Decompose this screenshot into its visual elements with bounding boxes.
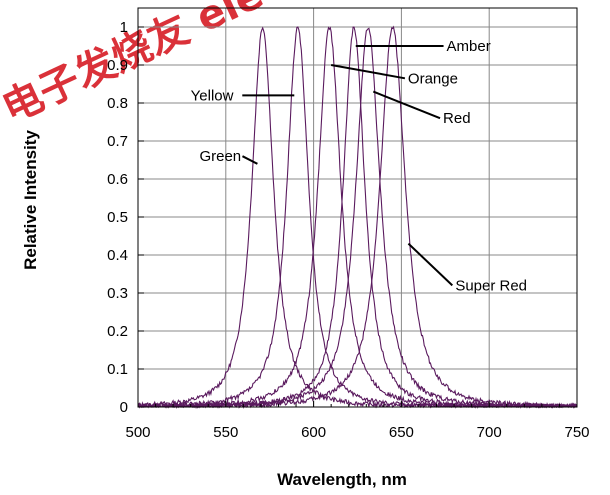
axis-ticks: 500 550 600 650 700 750 0 0.1 0.2 0.3 0.4 0.5 0.6 0.7… <box>107 19 589 441</box>
plot-frame <box>137 7 578 408</box>
y-tick-label: 0.8 <box>107 95 128 112</box>
x-tick-label: 500 <box>125 424 150 441</box>
x-tick-label: 550 <box>213 424 238 441</box>
y-tick-label: 0.1 <box>107 361 128 378</box>
curve-super-red <box>137 25 578 410</box>
y-tick-label: 0.6 <box>107 171 128 188</box>
leader-green <box>242 155 258 165</box>
x-tick-label: 750 <box>564 424 589 441</box>
leader-red <box>372 90 441 120</box>
y-tick-label: 1 <box>120 19 128 36</box>
label-red: Red <box>443 110 471 127</box>
x-tick-label: 650 <box>389 424 414 441</box>
grid <box>137 8 578 408</box>
label-yellow: Yellow <box>191 87 234 104</box>
label-super-red: Super Red <box>455 277 527 294</box>
y-axis-title: Relative Intensity <box>21 130 40 270</box>
y-tick-label: 0.5 <box>107 209 128 226</box>
y-tick-label: 0.2 <box>107 323 128 340</box>
y-tick-label: 0.3 <box>107 285 128 302</box>
y-tick-label: 0.4 <box>107 247 128 264</box>
curve-red <box>137 27 578 409</box>
series-annotations: Green Yellow Orange Amber Red Super Red <box>191 38 527 294</box>
y-tick-label: 0 <box>120 399 128 416</box>
y-tick-label: 0.9 <box>107 57 128 74</box>
label-green: Green <box>199 148 241 165</box>
label-amber: Amber <box>447 38 491 55</box>
x-tick-label: 700 <box>477 424 502 441</box>
leader-orange <box>330 64 406 80</box>
x-axis-title: Wavelength, nm <box>277 470 407 489</box>
leader-super-red <box>407 242 454 287</box>
label-orange: Orange <box>408 70 458 87</box>
x-tick-label: 600 <box>301 424 326 441</box>
y-tick-label: 0.7 <box>107 133 128 150</box>
